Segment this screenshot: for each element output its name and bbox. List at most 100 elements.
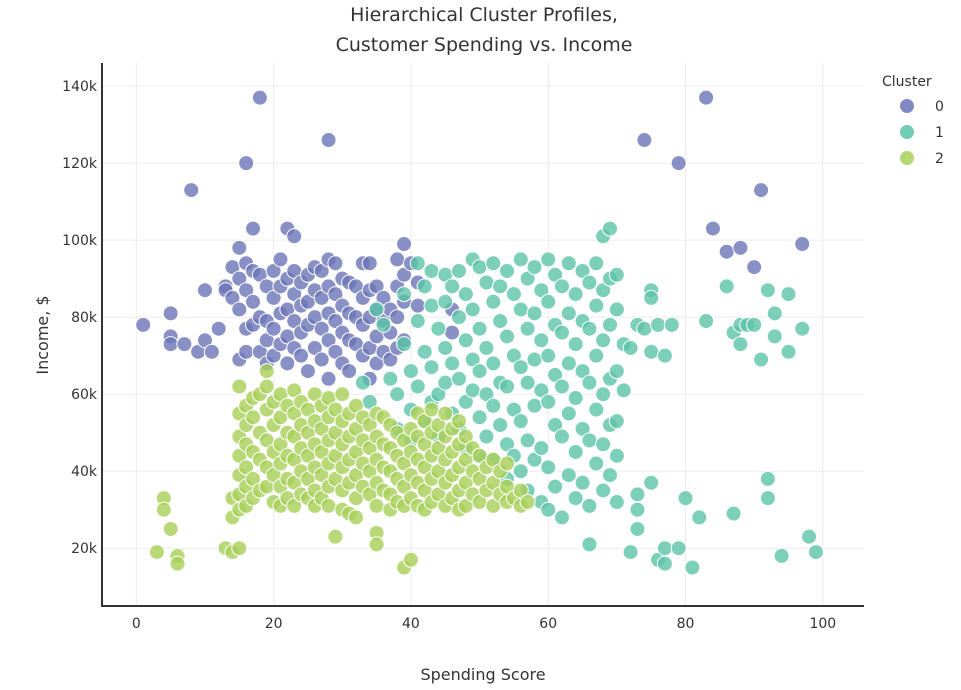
legend-label: 1 bbox=[935, 125, 944, 141]
data-point bbox=[348, 509, 364, 526]
data-point bbox=[608, 301, 625, 318]
legend-item-1[interactable]: 1 bbox=[899, 124, 944, 142]
data-point bbox=[499, 328, 516, 345]
data-point bbox=[615, 382, 632, 399]
data-point bbox=[341, 363, 358, 380]
data-point bbox=[450, 309, 467, 326]
data-point bbox=[361, 255, 378, 272]
data-point bbox=[704, 220, 721, 237]
data-point bbox=[588, 255, 605, 272]
data-point bbox=[567, 443, 584, 460]
data-point bbox=[203, 343, 220, 360]
data-point bbox=[368, 301, 385, 318]
data-point bbox=[725, 505, 742, 522]
data-point bbox=[581, 274, 598, 291]
legend-item-0[interactable]: 0 bbox=[899, 98, 944, 116]
data-point bbox=[409, 313, 426, 330]
data-point bbox=[512, 413, 529, 430]
y-tick-labels: 20k 40k 60k 80k 100k 120k 140k bbox=[62, 79, 98, 557]
data-point bbox=[656, 540, 673, 557]
data-point bbox=[595, 332, 612, 349]
data-point bbox=[231, 540, 248, 557]
data-point bbox=[437, 374, 454, 391]
data-point bbox=[560, 305, 577, 322]
data-point bbox=[753, 182, 770, 199]
data-point bbox=[553, 378, 570, 395]
axes bbox=[101, 63, 864, 607]
data-point bbox=[464, 301, 481, 318]
data-point bbox=[629, 501, 646, 518]
data-point bbox=[533, 332, 550, 349]
data-point bbox=[746, 316, 763, 333]
data-point bbox=[773, 547, 790, 564]
y-tick-label: 100k bbox=[62, 233, 98, 249]
data-point bbox=[327, 255, 344, 272]
data-point bbox=[196, 282, 213, 299]
data-point bbox=[183, 182, 200, 199]
data-point bbox=[581, 536, 598, 553]
data-point bbox=[299, 363, 316, 380]
data-point bbox=[519, 374, 536, 391]
x-tick-label: 80 bbox=[677, 616, 695, 632]
data-point bbox=[759, 282, 776, 299]
data-point bbox=[581, 320, 598, 337]
data-point bbox=[416, 343, 433, 360]
data-point bbox=[478, 339, 495, 356]
data-point bbox=[588, 401, 605, 418]
data-point bbox=[148, 544, 165, 561]
data-point bbox=[602, 220, 618, 237]
data-point bbox=[533, 440, 550, 457]
data-point bbox=[807, 544, 824, 561]
data-point bbox=[553, 509, 570, 526]
data-point bbox=[512, 251, 529, 268]
x-tick-label: 60 bbox=[539, 616, 557, 632]
data-point bbox=[437, 405, 454, 422]
data-point bbox=[608, 363, 625, 380]
data-point bbox=[444, 355, 461, 372]
x-axis-title: Spending Score bbox=[420, 665, 545, 684]
x-tick-label: 40 bbox=[402, 616, 420, 632]
data-point bbox=[389, 386, 406, 403]
data-point bbox=[334, 386, 351, 403]
data-point bbox=[258, 378, 275, 395]
data-point bbox=[629, 486, 646, 503]
data-point bbox=[588, 297, 605, 314]
data-point bbox=[320, 132, 337, 149]
data-point bbox=[746, 259, 763, 276]
data-point bbox=[595, 436, 612, 453]
data-point bbox=[581, 432, 598, 449]
data-point bbox=[485, 397, 502, 414]
data-point bbox=[581, 374, 598, 391]
data-point bbox=[272, 251, 289, 268]
data-point bbox=[581, 497, 598, 514]
data-point bbox=[375, 316, 392, 333]
data-point bbox=[444, 324, 461, 341]
data-point bbox=[396, 286, 413, 303]
data-point bbox=[231, 239, 248, 256]
data-point bbox=[698, 313, 715, 330]
data-point bbox=[210, 320, 227, 337]
data-point bbox=[608, 494, 625, 511]
data-point bbox=[409, 297, 426, 314]
data-point bbox=[485, 355, 502, 372]
data-point bbox=[471, 409, 488, 426]
data-point bbox=[595, 386, 612, 403]
data-point bbox=[423, 401, 440, 418]
data-point bbox=[499, 455, 516, 472]
y-tick-label: 120k bbox=[62, 156, 98, 172]
data-point bbox=[643, 289, 660, 306]
legend-item-2[interactable]: 2 bbox=[899, 150, 944, 168]
x-tick-label: 0 bbox=[132, 616, 141, 632]
data-point bbox=[485, 255, 502, 272]
data-point bbox=[245, 220, 262, 237]
data-point bbox=[327, 528, 344, 545]
legend-title: Cluster bbox=[882, 74, 932, 90]
data-point bbox=[622, 544, 639, 561]
chart-title-line-1: Hierarchical Cluster Profiles, bbox=[350, 4, 618, 26]
data-point bbox=[519, 432, 536, 449]
data-point bbox=[389, 251, 406, 268]
data-point bbox=[135, 316, 152, 333]
data-point bbox=[553, 324, 570, 341]
data-point bbox=[471, 259, 488, 276]
